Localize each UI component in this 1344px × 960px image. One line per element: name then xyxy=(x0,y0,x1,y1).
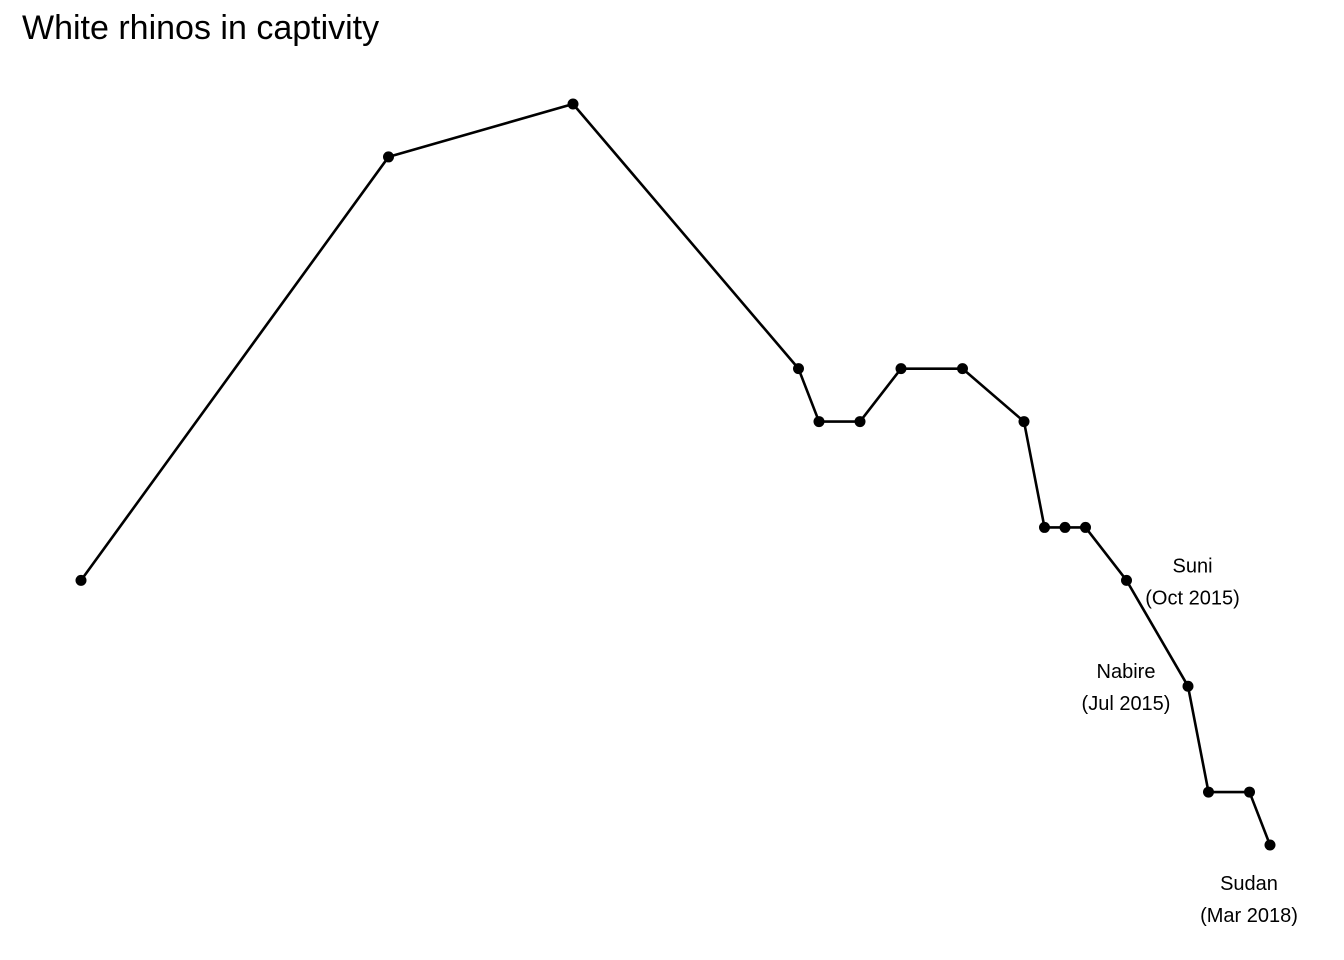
data-point xyxy=(957,363,968,375)
data-point xyxy=(75,574,87,586)
data-point xyxy=(567,98,579,110)
annotation-suni: Suni (Oct 2015) xyxy=(1145,555,1239,609)
annotation-name: Nabire xyxy=(1097,661,1156,683)
data-point xyxy=(1080,521,1091,533)
annotation-sudan: Sudan (Mar 2018) xyxy=(1200,873,1298,927)
data-point xyxy=(895,363,907,375)
series-line xyxy=(79,102,1272,846)
annotation-date: (Mar 2018) xyxy=(1200,905,1298,927)
annotation-name: Sudan xyxy=(1220,873,1278,895)
data-point xyxy=(1264,839,1276,851)
data-point xyxy=(854,416,866,428)
data-point xyxy=(1059,521,1071,533)
annotation-layer: Suni (Oct 2015) Nabire (Jul 2015) Sudan (Mar … xyxy=(1082,555,1298,927)
data-point xyxy=(1244,786,1255,798)
series-layer xyxy=(79,102,1272,846)
annotation-date: (Oct 2015) xyxy=(1145,587,1239,609)
annotation-name: Suni xyxy=(1172,555,1212,577)
data-point xyxy=(1039,521,1050,533)
data-point xyxy=(1121,574,1132,586)
data-point xyxy=(1182,680,1194,692)
chart-title: White rhinos in captivity xyxy=(22,9,380,47)
annotation-date: (Jul 2015) xyxy=(1082,693,1171,715)
data-point xyxy=(793,363,804,375)
points-layer xyxy=(75,98,1276,851)
annotation-nabire: Nabire (Jul 2015) xyxy=(1082,661,1171,715)
data-point xyxy=(383,151,394,163)
data-point xyxy=(1018,416,1030,428)
data-point xyxy=(813,416,825,428)
data-point xyxy=(1203,786,1214,798)
